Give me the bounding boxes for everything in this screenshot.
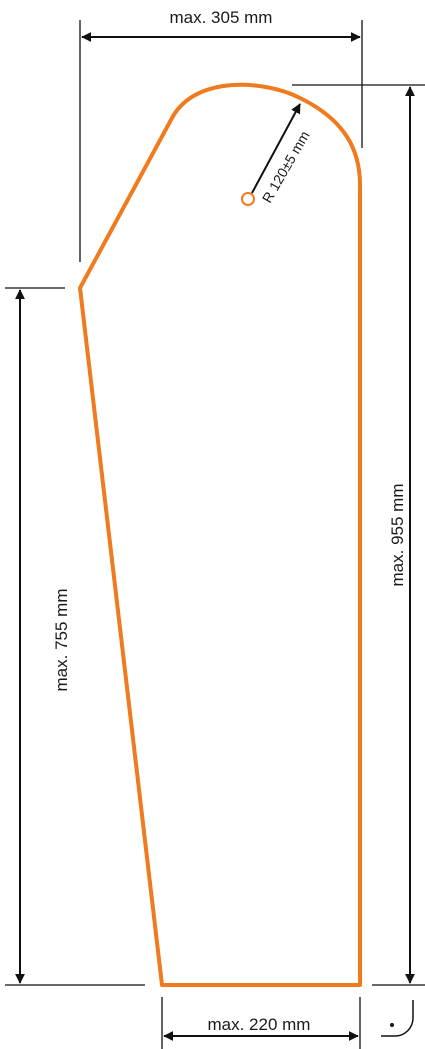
total-height-label: max. 955 mm bbox=[388, 484, 407, 587]
bottom-width-label: max. 220 mm bbox=[208, 1015, 311, 1034]
left-height-dimension: max. 755 mm bbox=[5, 287, 145, 986]
left-height-label: max. 755 mm bbox=[52, 589, 71, 692]
radius-dimension: R 120±5 mm bbox=[251, 103, 313, 206]
shape-outline bbox=[78, 82, 362, 987]
top-width-label: max. 305 mm bbox=[170, 8, 273, 27]
bottom-width-dimension: max. 220 mm bbox=[161, 997, 361, 1049]
radius-center-marker bbox=[241, 192, 255, 206]
right-angle-symbol bbox=[381, 1000, 414, 1037]
top-width-dimension: max. 305 mm bbox=[79, 8, 363, 262]
total-height-dimension: max. 955 mm bbox=[292, 84, 425, 986]
